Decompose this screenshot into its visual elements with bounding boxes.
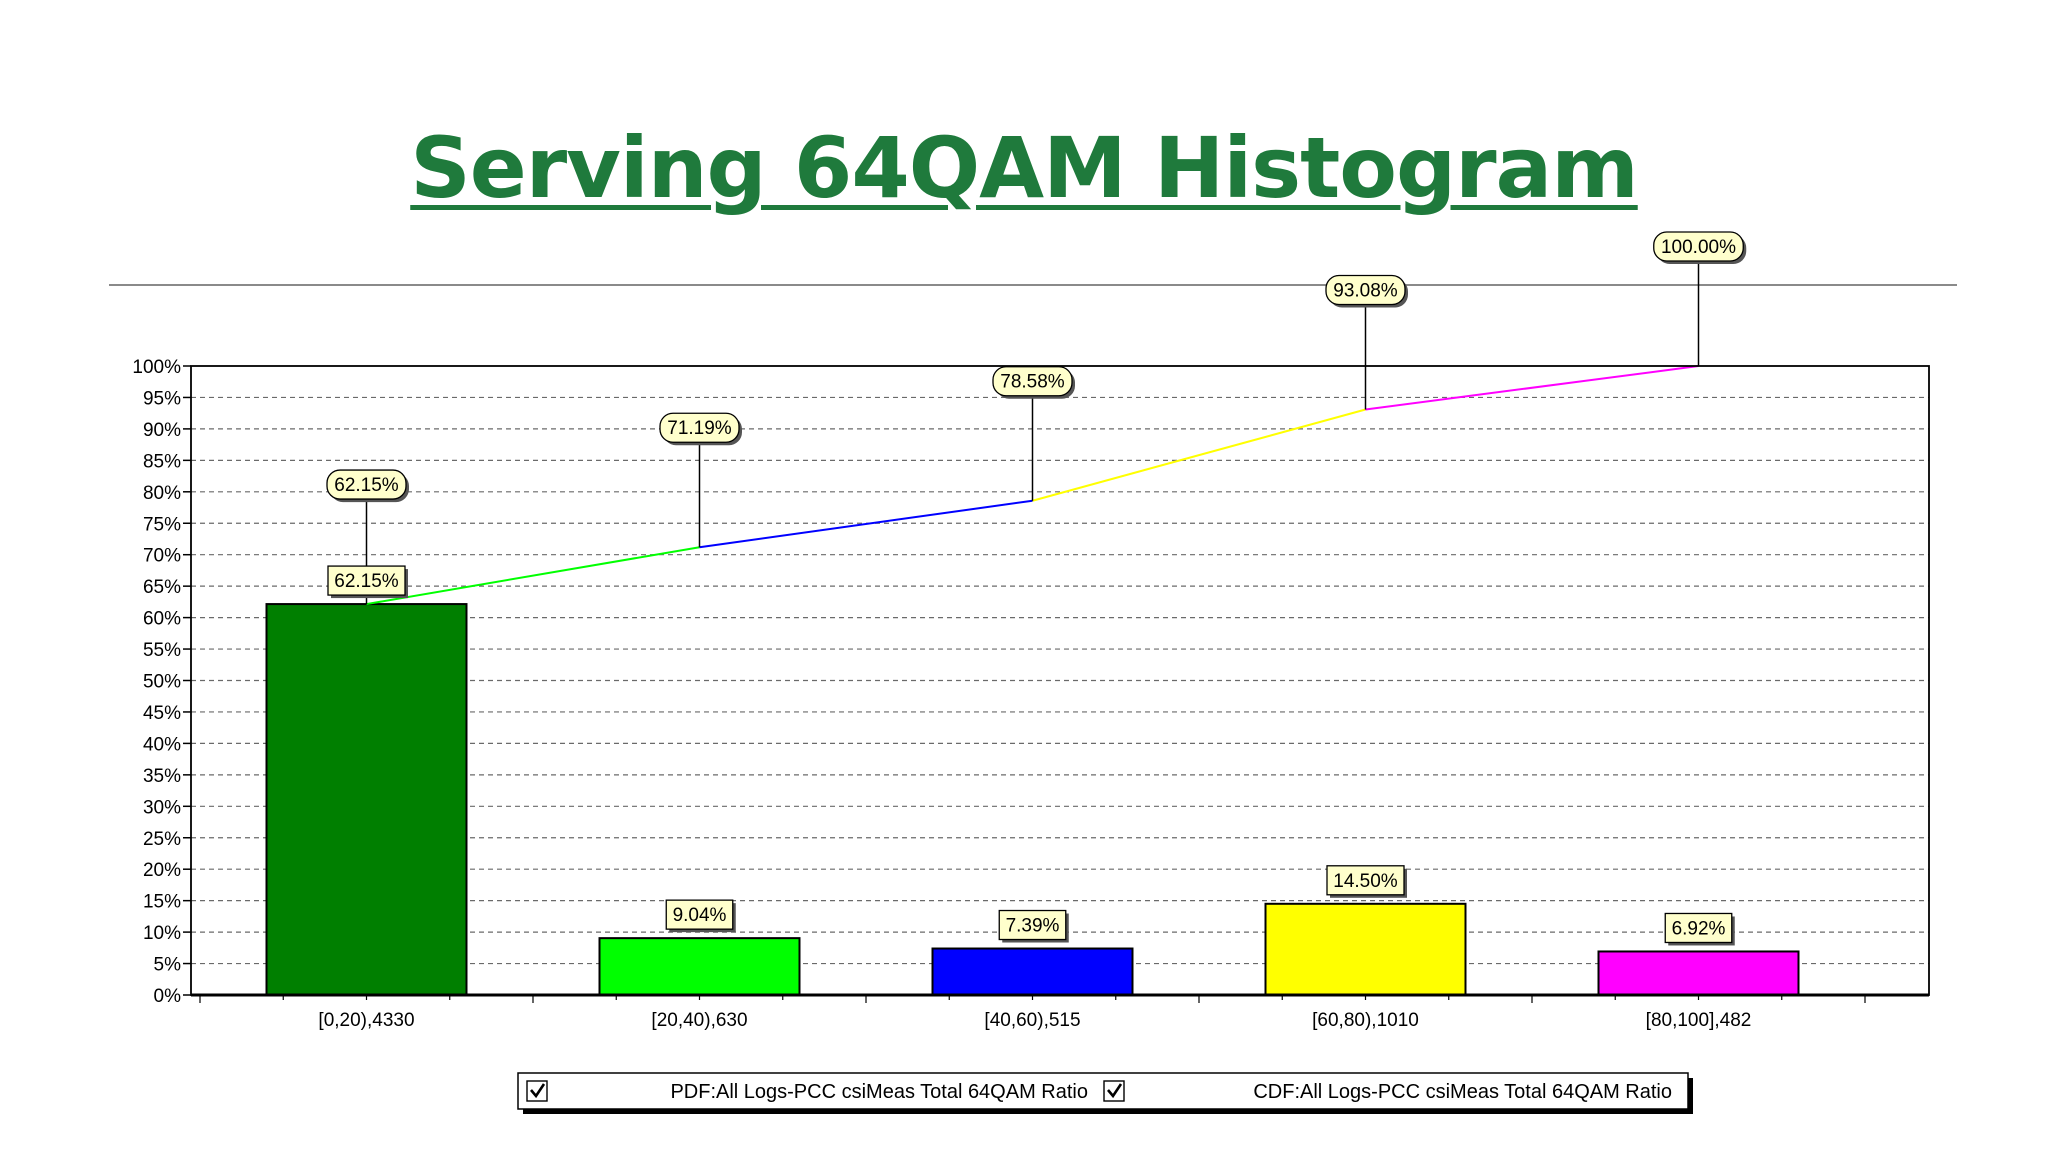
pdf-label-4-box (1664, 912, 1733, 944)
legend: PDF:All Logs-PCC csiMeas Total 64QAM Rat… (517, 1072, 1693, 1114)
pdf-label-2: 7.39% (1006, 916, 1060, 937)
title-divider (109, 284, 1957, 286)
cdf-segment-3 (1365, 365, 1699, 411)
check-icon (530, 1083, 546, 1099)
pdf-label-2-box (998, 909, 1067, 941)
cdf-label-3: 93.08% (1333, 281, 1398, 302)
y-tick-label: 85% (143, 451, 181, 472)
x-tick-label: [40,60),515 (984, 1010, 1080, 1031)
cdf-label-2-box (992, 366, 1073, 397)
pdf-label-0-box (327, 565, 406, 596)
cdf-segment-2 (1032, 408, 1366, 502)
x-tick-label: [0,20),4330 (318, 1010, 414, 1031)
legend-checkbox-line[interactable] (1103, 1080, 1125, 1102)
bar-4 (1597, 950, 1800, 997)
x-tick-label: [80,100],482 (1646, 1010, 1752, 1031)
y-tick-label: 40% (143, 734, 181, 755)
x-tick-label: [20,40),630 (651, 1010, 747, 1031)
y-tick-label: 95% (143, 388, 181, 409)
cdf-label-4-box (1653, 231, 1744, 262)
cdf-label-2: 78.58% (1000, 372, 1065, 393)
y-tick-label: 50% (143, 672, 181, 693)
cdf-label-1: 71.19% (667, 418, 732, 439)
bar-2 (931, 947, 1134, 997)
y-tick-label: 65% (143, 577, 181, 598)
y-tick-label: 75% (143, 514, 181, 535)
cdf-label-0-box (326, 469, 407, 500)
y-tick-label: 5% (154, 955, 182, 976)
cdf-label-0: 62.15% (334, 475, 399, 496)
pdf-label-0: 62.15% (334, 571, 399, 592)
pdf-label-3-box (1326, 865, 1405, 896)
legend-entry-bar: PDF:All Logs-PCC csiMeas Total 64QAM Rat… (670, 1081, 1088, 1103)
legend-entry-line: CDF:All Logs-PCC csiMeas Total 64QAM Rat… (1253, 1081, 1672, 1103)
cdf-segment-0 (366, 546, 700, 606)
check-icon (1107, 1083, 1123, 1099)
y-tick-label: 35% (143, 766, 181, 787)
y-tick-label: 45% (143, 703, 181, 724)
cdf-label-4: 100.00% (1661, 237, 1736, 258)
bar-3 (1264, 902, 1467, 996)
data-labels: 62.15% 71.19% 78.58% 93.08% 100.00% 62.15% 9.0… (326, 231, 1747, 946)
gridlines (191, 366, 1929, 995)
axes: 0% 5% 10% 15% 20% 25% 30% 35% 40% 45% 50% 55% 60% 65%… (132, 357, 1930, 1031)
bar-0 (265, 603, 468, 996)
cdf-label-3-box (1325, 274, 1406, 306)
y-tick-label: 90% (143, 420, 181, 441)
pdf-label-1: 9.04% (673, 905, 727, 926)
y-tick-label: 0% (154, 986, 182, 1007)
y-tick-label: 25% (143, 829, 181, 850)
cdf-label-1-box (659, 412, 740, 443)
y-tick-label: 20% (143, 860, 181, 881)
slide-title: Serving 64QAM Histogram (410, 119, 1638, 217)
y-tick-label: 70% (143, 546, 181, 567)
y-tick-label: 80% (143, 483, 181, 504)
cdf-line (366, 365, 1699, 606)
pdf-label-1-box (665, 899, 734, 930)
y-tick-label: 60% (143, 609, 181, 630)
bar-1 (598, 937, 801, 997)
legend-checkbox-bar[interactable] (526, 1080, 548, 1102)
y-tick-label: 10% (143, 923, 181, 944)
pdf-label-4: 6.92% (1672, 918, 1726, 939)
x-tick-label: [60,80),1010 (1312, 1010, 1419, 1031)
y-tick-label: 30% (143, 797, 181, 818)
y-tick-label: 15% (143, 892, 181, 913)
cdf-segment-1 (699, 499, 1033, 549)
y-tick-label: 100% (132, 357, 181, 378)
pdf-label-3: 14.50% (1333, 871, 1398, 892)
y-tick-label: 55% (143, 640, 181, 661)
legend-box (517, 1072, 1689, 1110)
